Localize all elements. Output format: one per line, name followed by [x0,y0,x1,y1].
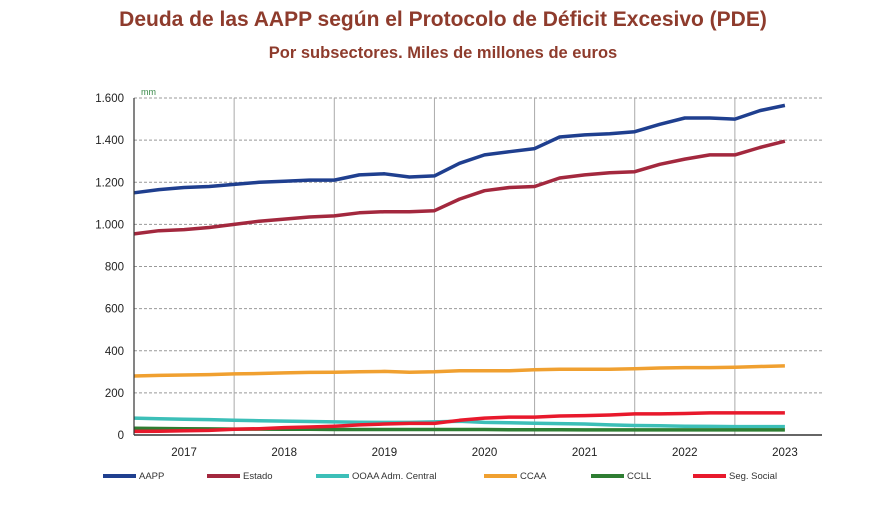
y-tick-label: 1.600 [95,93,124,105]
legend-swatch [316,474,349,478]
legend-swatch [591,474,624,478]
legend-label: AAPP [139,471,164,482]
legend-swatch [484,474,517,478]
y-tick-label: 600 [105,304,124,316]
x-tick-label: 2022 [672,447,698,459]
y-tick-label: 400 [105,346,124,358]
x-tick-label: 2018 [271,447,297,459]
legend-swatch [103,474,136,478]
y-tick-label: 1.200 [95,177,124,189]
legend-swatch [693,474,726,478]
x-tick-label: 2020 [472,447,498,459]
series-line-seg-social [133,411,785,434]
x-tick-label: 2021 [572,447,598,459]
chart-title: Deuda de las AAPP según el Protocolo de … [119,8,767,31]
legend-label: OOAA Adm. Central [352,471,436,482]
y-tick-label: 1.400 [95,135,124,147]
y-tick-label: 1.000 [95,219,124,231]
y-tick-label: 200 [105,388,124,400]
series-line-estado [133,139,786,236]
legend-label: Estado [243,471,273,482]
x-tick-label: 2019 [372,447,398,459]
series-line-ccaa [133,364,785,378]
legend-swatch [207,474,240,478]
legend-label: CCAA [520,471,547,482]
legend-label: Seg. Social [729,471,777,482]
x-tick-label: 2023 [772,447,798,459]
x-tick-label: 2017 [171,447,197,459]
unit-label: mm [141,87,156,97]
y-tick-label: 800 [105,262,124,274]
series-line-aapp [133,103,786,195]
y-tick-label: 0 [118,430,124,442]
chart-subtitle: Por subsectores. Miles de millones de eu… [268,44,618,62]
legend-label: CCLL [627,471,651,482]
